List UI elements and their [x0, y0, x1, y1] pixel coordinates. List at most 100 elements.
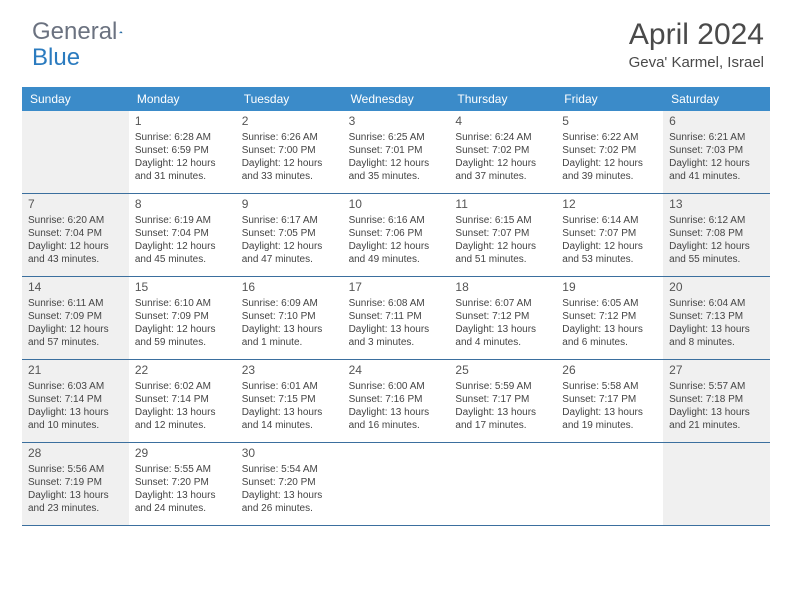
day-cell: 2Sunrise: 6:26 AMSunset: 7:00 PMDaylight…	[236, 111, 343, 193]
day-number: 19	[562, 280, 657, 296]
day-info-line: Sunrise: 6:21 AM	[669, 131, 764, 144]
day-cell: 11Sunrise: 6:15 AMSunset: 7:07 PMDayligh…	[449, 194, 556, 276]
day-info-line: Sunset: 7:15 PM	[242, 393, 337, 406]
day-cell	[22, 111, 129, 193]
day-info-line: Sunset: 7:14 PM	[135, 393, 230, 406]
day-info-line: Daylight: 13 hours	[242, 323, 337, 336]
calendar: SundayMondayTuesdayWednesdayThursdayFrid…	[22, 87, 770, 526]
logo-arrow-icon	[119, 23, 123, 41]
day-number: 7	[28, 197, 123, 213]
day-info-line: and 17 minutes.	[455, 419, 550, 432]
day-info-line: Sunrise: 6:07 AM	[455, 297, 550, 310]
month-title: April 2024	[629, 18, 764, 52]
day-number: 11	[455, 197, 550, 213]
day-info-line: Daylight: 13 hours	[242, 406, 337, 419]
day-info-line: Sunrise: 6:14 AM	[562, 214, 657, 227]
day-number: 13	[669, 197, 764, 213]
day-number: 5	[562, 114, 657, 130]
day-info-line: Sunrise: 6:26 AM	[242, 131, 337, 144]
day-number: 28	[28, 446, 123, 462]
title-block: April 2024 Geva' Karmel, Israel	[629, 18, 764, 71]
day-info-line: Sunset: 7:19 PM	[28, 476, 123, 489]
day-info-line: and 59 minutes.	[135, 336, 230, 349]
day-cell: 16Sunrise: 6:09 AMSunset: 7:10 PMDayligh…	[236, 277, 343, 359]
day-info-line: Sunset: 7:04 PM	[28, 227, 123, 240]
day-number: 14	[28, 280, 123, 296]
day-number: 26	[562, 363, 657, 379]
day-info-line: Daylight: 13 hours	[455, 323, 550, 336]
day-cell: 17Sunrise: 6:08 AMSunset: 7:11 PMDayligh…	[343, 277, 450, 359]
day-info-line: Daylight: 12 hours	[135, 157, 230, 170]
day-cell: 19Sunrise: 6:05 AMSunset: 7:12 PMDayligh…	[556, 277, 663, 359]
day-number: 4	[455, 114, 550, 130]
day-info-line: and 6 minutes.	[562, 336, 657, 349]
day-info-line: and 3 minutes.	[349, 336, 444, 349]
day-info-line: Daylight: 13 hours	[135, 489, 230, 502]
day-info-line: Sunrise: 6:02 AM	[135, 380, 230, 393]
week-row: 14Sunrise: 6:11 AMSunset: 7:09 PMDayligh…	[22, 277, 770, 360]
day-cell: 8Sunrise: 6:19 AMSunset: 7:04 PMDaylight…	[129, 194, 236, 276]
dayheader-saturday: Saturday	[663, 87, 770, 111]
day-info-line: and 43 minutes.	[28, 253, 123, 266]
day-info-line: Daylight: 13 hours	[455, 406, 550, 419]
day-info-line: and 49 minutes.	[349, 253, 444, 266]
day-number: 6	[669, 114, 764, 130]
day-cell: 30Sunrise: 5:54 AMSunset: 7:20 PMDayligh…	[236, 443, 343, 525]
day-number: 9	[242, 197, 337, 213]
day-info-line: Sunrise: 6:09 AM	[242, 297, 337, 310]
day-info-line: and 53 minutes.	[562, 253, 657, 266]
day-info-line: Sunset: 7:12 PM	[562, 310, 657, 323]
day-number: 1	[135, 114, 230, 130]
day-info-line: and 1 minute.	[242, 336, 337, 349]
day-cell: 1Sunrise: 6:28 AMSunset: 6:59 PMDaylight…	[129, 111, 236, 193]
day-info-line: Sunset: 7:03 PM	[669, 144, 764, 157]
day-number: 12	[562, 197, 657, 213]
day-info-line: Sunrise: 6:03 AM	[28, 380, 123, 393]
day-cell: 7Sunrise: 6:20 AMSunset: 7:04 PMDaylight…	[22, 194, 129, 276]
day-info-line: Daylight: 13 hours	[349, 406, 444, 419]
day-cell: 3Sunrise: 6:25 AMSunset: 7:01 PMDaylight…	[343, 111, 450, 193]
day-info-line: Daylight: 13 hours	[562, 406, 657, 419]
day-info-line: Daylight: 12 hours	[669, 240, 764, 253]
day-info-line: Sunrise: 6:10 AM	[135, 297, 230, 310]
day-info-line: Daylight: 12 hours	[562, 157, 657, 170]
day-cell: 26Sunrise: 5:58 AMSunset: 7:17 PMDayligh…	[556, 360, 663, 442]
logo-text-general: General	[32, 18, 117, 46]
day-info-line: Sunset: 7:14 PM	[28, 393, 123, 406]
day-info-line: Sunset: 7:11 PM	[349, 310, 444, 323]
day-cell: 6Sunrise: 6:21 AMSunset: 7:03 PMDaylight…	[663, 111, 770, 193]
day-info-line: Sunrise: 5:58 AM	[562, 380, 657, 393]
day-info-line: and 4 minutes.	[455, 336, 550, 349]
day-cell: 15Sunrise: 6:10 AMSunset: 7:09 PMDayligh…	[129, 277, 236, 359]
day-info-line: Sunset: 7:16 PM	[349, 393, 444, 406]
day-cell: 5Sunrise: 6:22 AMSunset: 7:02 PMDaylight…	[556, 111, 663, 193]
day-info-line: Sunset: 7:09 PM	[135, 310, 230, 323]
day-number: 16	[242, 280, 337, 296]
day-info-line: Daylight: 12 hours	[669, 157, 764, 170]
day-cell: 23Sunrise: 6:01 AMSunset: 7:15 PMDayligh…	[236, 360, 343, 442]
day-info-line: Sunrise: 6:15 AM	[455, 214, 550, 227]
day-info-line: Sunrise: 6:05 AM	[562, 297, 657, 310]
day-cell	[449, 443, 556, 525]
day-info-line: Sunset: 7:05 PM	[242, 227, 337, 240]
day-info-line: Sunset: 7:00 PM	[242, 144, 337, 157]
header: General April 2024 Geva' Karmel, Israel	[0, 0, 792, 79]
day-info-line: and 24 minutes.	[135, 502, 230, 515]
day-info-line: Sunrise: 6:12 AM	[669, 214, 764, 227]
day-number: 17	[349, 280, 444, 296]
day-info-line: Daylight: 13 hours	[242, 489, 337, 502]
day-info-line: Daylight: 12 hours	[562, 240, 657, 253]
day-info-line: Sunrise: 5:57 AM	[669, 380, 764, 393]
day-info-line: Daylight: 13 hours	[28, 406, 123, 419]
day-info-line: Sunset: 7:18 PM	[669, 393, 764, 406]
day-cell: 21Sunrise: 6:03 AMSunset: 7:14 PMDayligh…	[22, 360, 129, 442]
day-number: 3	[349, 114, 444, 130]
day-cell: 27Sunrise: 5:57 AMSunset: 7:18 PMDayligh…	[663, 360, 770, 442]
day-cell: 12Sunrise: 6:14 AMSunset: 7:07 PMDayligh…	[556, 194, 663, 276]
logo-text-blue: Blue	[32, 44, 80, 71]
day-info-line: and 31 minutes.	[135, 170, 230, 183]
day-info-line: Sunrise: 5:59 AM	[455, 380, 550, 393]
day-number: 2	[242, 114, 337, 130]
day-info-line: Sunrise: 6:00 AM	[349, 380, 444, 393]
day-info-line: Sunset: 7:17 PM	[562, 393, 657, 406]
